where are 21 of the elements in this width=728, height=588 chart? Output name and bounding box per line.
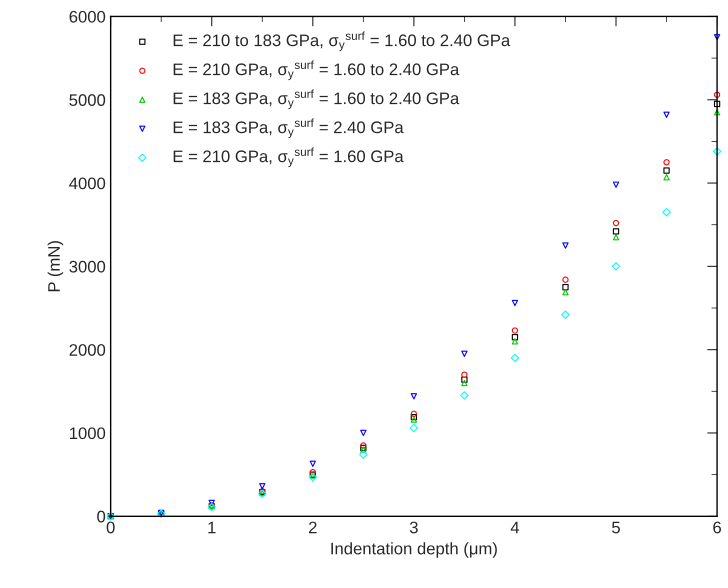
legend-label: E = 210 to 183 GPa, σ$_{y}$$^{surf}$ = 1.60 to 2.40 GPa xyxy=(174,31,510,52)
legend-label: E = 210 GPa, σ$_{y}$$^{surf}$ = 1.60 to 2.40 GPa xyxy=(174,60,460,80)
x-tick-label: 3 xyxy=(410,522,418,534)
y-tick-label: 6000 xyxy=(70,10,106,23)
y-tick-label: 5000 xyxy=(69,94,106,106)
x-tick-label: 5 xyxy=(612,522,620,534)
legend-label: E = 183 GPa, σ$_{y}$$^{surf}$ = 2.40 GPa xyxy=(174,118,404,138)
y-tick-label: 3000 xyxy=(69,260,106,273)
x-axis-title: Indentation depth (μm) xyxy=(331,542,497,558)
y-tick-label: 0 xyxy=(97,510,106,522)
y-axis-title: P (mN) xyxy=(48,241,64,292)
x-tick-label: 4 xyxy=(510,522,520,534)
x-tick-label: 6 xyxy=(713,522,721,534)
x-tick-label: 1 xyxy=(208,522,216,534)
legend-label: E = 210 GPa, σ$_{y}$$^{surf}$ = 1.60 GPa xyxy=(174,147,404,168)
legend-label: E = 183 GPa, σ$_{y}$$^{surf}$ = 1.60 to 2.40 GPa xyxy=(174,89,460,110)
y-tick-label: 2000 xyxy=(70,344,106,356)
y-tick-label: 1000 xyxy=(70,427,106,440)
y-tick-label: 4000 xyxy=(69,177,106,190)
x-tick-label: 2 xyxy=(309,522,317,534)
x-tick-label: 0 xyxy=(106,522,115,534)
